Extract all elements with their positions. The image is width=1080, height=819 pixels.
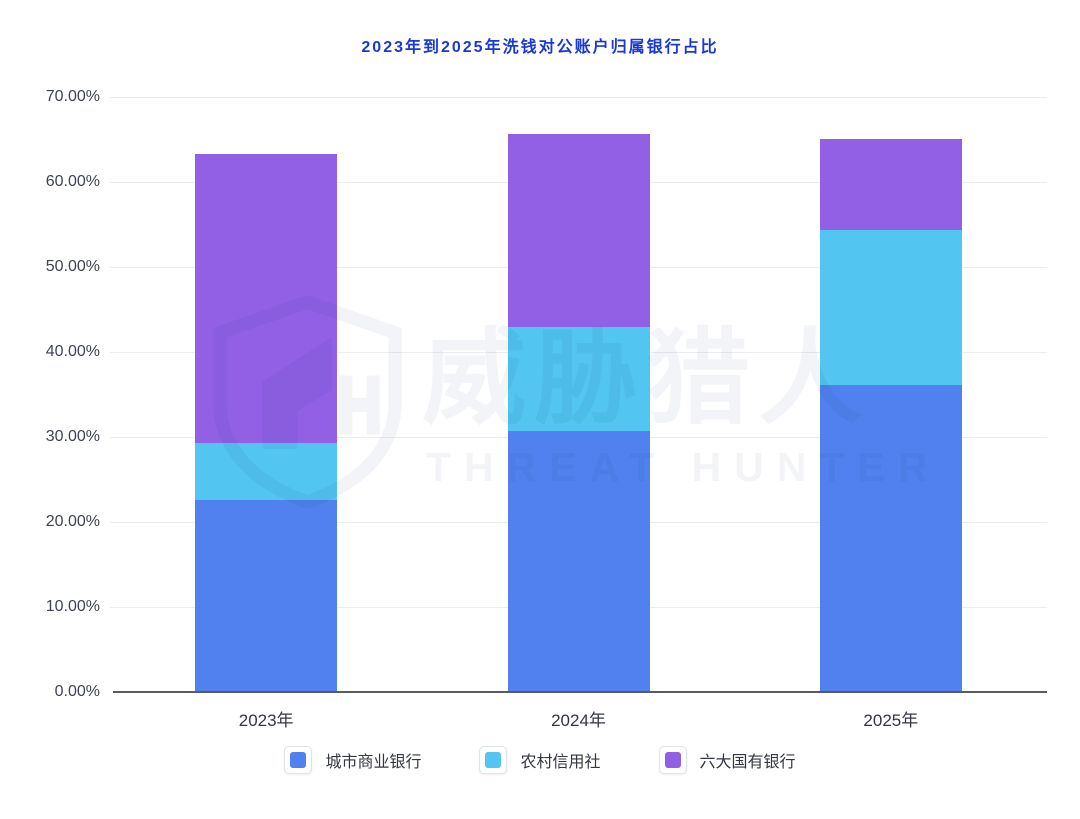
bar-segment-city-commercial-bank-2024[interactable] — [507, 430, 650, 692]
x-axis-label: 2024年 — [551, 711, 606, 730]
legend-color-swatch — [485, 752, 502, 768]
legend-label: 城市商业银行 — [325, 754, 422, 771]
y-axis-tick-label: 40.00% — [45, 342, 100, 360]
x-axis-label: 2025年 — [863, 711, 919, 730]
bar-group-2024 — [507, 133, 650, 692]
y-axis-tick-label: 50.00% — [45, 257, 100, 275]
bar-segment-rural-credit-cooperative-2025[interactable] — [819, 229, 962, 385]
bar-segment-city-commercial-bank-2023[interactable] — [195, 500, 338, 692]
y-axis-tick-label: 70.00% — [45, 88, 100, 105]
bar-segment-city-commercial-bank-2025[interactable] — [819, 384, 962, 692]
y-axis-tick-label: 0.00% — [54, 682, 100, 700]
legend-item-city-commercial-bank[interactable]: 城市商业银行 — [284, 746, 421, 774]
legend-marker-box — [658, 746, 687, 774]
legend-item-rural-credit-cooperative[interactable]: 农村信用社 — [479, 746, 601, 774]
y-axis-tick-label: 10.00% — [45, 597, 100, 615]
chart-title: 2023年到2025年洗钱对公账户归属银行占比 — [361, 39, 719, 56]
gridline — [110, 97, 1047, 98]
x-axis-line — [113, 690, 1047, 693]
legend-label: 六大国有银行 — [699, 754, 796, 771]
legend-color-swatch — [290, 752, 307, 768]
bar-segment-six-state-owned-banks-2024[interactable] — [507, 133, 650, 328]
legend-label: 农村信用社 — [520, 754, 601, 771]
legend: 城市商业银行 农村信用社 六大国有银行 — [0, 746, 1080, 774]
bar-segment-six-state-owned-banks-2025[interactable] — [819, 138, 962, 230]
legend-marker-box — [479, 746, 508, 774]
legend-item-six-state-owned-banks[interactable]: 六大国有银行 — [658, 746, 796, 774]
bar-group-2023 — [195, 153, 338, 692]
y-axis-tick-label: 60.00% — [45, 172, 100, 190]
legend-color-swatch — [664, 752, 681, 768]
y-axis-tick-label: 30.00% — [45, 427, 100, 445]
legend-marker-box — [284, 746, 313, 774]
bar-segment-rural-credit-cooperative-2023[interactable] — [195, 442, 338, 501]
y-axis-tick-label: 20.00% — [45, 512, 100, 530]
x-axis-label: 2023年 — [238, 711, 294, 730]
bar-segment-rural-credit-cooperative-2024[interactable] — [507, 327, 650, 431]
bar-segment-six-state-owned-banks-2023[interactable] — [195, 153, 338, 443]
bar-group-2025 — [819, 138, 962, 692]
plot-area — [110, 97, 1047, 693]
